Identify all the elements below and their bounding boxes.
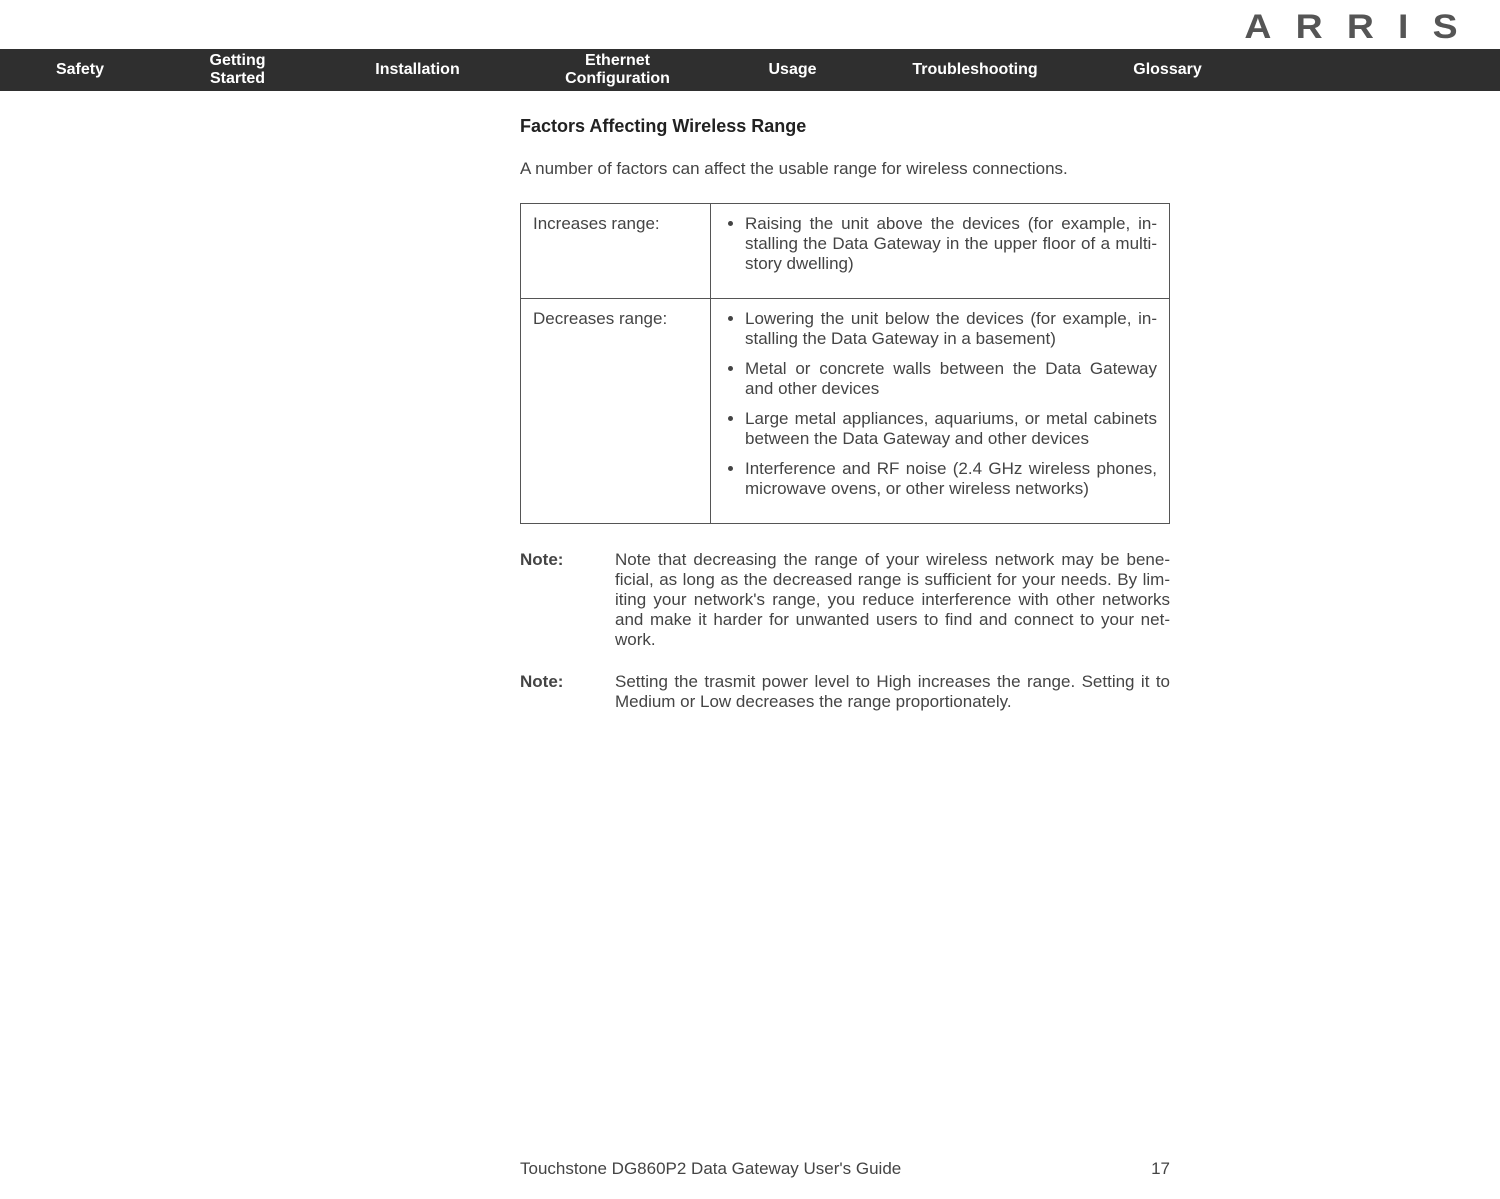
nav-line: Started xyxy=(160,70,315,88)
nav-ethernet-configuration[interactable]: Ethernet Configuration xyxy=(520,52,715,89)
row-label: Decreases range: xyxy=(521,299,711,524)
nav-installation[interactable]: Installation xyxy=(315,61,520,79)
nav-getting-started[interactable]: Getting Started xyxy=(160,52,315,89)
nav-line: Configuration xyxy=(520,70,715,88)
note-text: Note that decreasing the range of your w… xyxy=(615,550,1170,650)
nav-line: Usage xyxy=(715,61,870,79)
bullet-list: Raising the unit above the devices (for … xyxy=(723,214,1157,274)
nav-usage[interactable]: Usage xyxy=(715,61,870,79)
section-heading: Factors Affecting Wireless Range xyxy=(520,116,1170,137)
main-content: Factors Affecting Wireless Range A numbe… xyxy=(520,116,1170,734)
footer-title: Touchstone DG860P2 Data Gateway User's G… xyxy=(520,1159,901,1179)
note: Note: Setting the trasmit power level to… xyxy=(520,672,1170,712)
list-item: Raising the unit above the devices (for … xyxy=(745,214,1157,274)
note: Note: Note that decreasing the range of … xyxy=(520,550,1170,650)
nav-line: Getting xyxy=(160,52,315,70)
page-footer: Touchstone DG860P2 Data Gateway User's G… xyxy=(520,1159,1170,1179)
nav-line: Ethernet xyxy=(520,52,715,70)
list-item: Metal or concrete walls between the Data… xyxy=(745,359,1157,399)
nav-line: Glossary xyxy=(1080,61,1255,79)
nav-bar: Safety Getting Started Installation Ethe… xyxy=(0,49,1500,91)
table-row: Decreases range: Lowering the unit below… xyxy=(521,299,1170,524)
page-number: 17 xyxy=(1151,1159,1170,1179)
row-label: Increases range: xyxy=(521,204,711,299)
nav-troubleshooting[interactable]: Troubleshooting xyxy=(870,61,1080,79)
intro-text: A number of factors can affect the usabl… xyxy=(520,159,1170,179)
nav-line: Troubleshooting xyxy=(870,61,1080,79)
nav-glossary[interactable]: Glossary xyxy=(1080,61,1255,79)
page: ARRIS Safety Getting Started Installatio… xyxy=(0,0,1500,1199)
factors-table: Increases range: Raising the unit above … xyxy=(520,203,1170,524)
nav-line: Installation xyxy=(315,61,520,79)
notes-section: Note: Note that decreasing the range of … xyxy=(520,550,1170,712)
note-text: Setting the trasmit power level to High … xyxy=(615,672,1170,712)
list-item: Interference and RF noise (2.4 GHz wirel… xyxy=(745,459,1157,499)
note-label: Note: xyxy=(520,672,615,712)
row-items-cell: Lowering the unit below the devices (for… xyxy=(711,299,1170,524)
nav-safety[interactable]: Safety xyxy=(0,61,160,79)
list-item: Lowering the unit below the devices (for… xyxy=(745,309,1157,349)
row-items-cell: Raising the unit above the devices (for … xyxy=(711,204,1170,299)
nav-line: Safety xyxy=(0,61,160,79)
bullet-list: Lowering the unit below the devices (for… xyxy=(723,309,1157,499)
table-row: Increases range: Raising the unit above … xyxy=(521,204,1170,299)
list-item: Large metal appliances, aquariums, or me… xyxy=(745,409,1157,449)
brand-logo: ARRIS xyxy=(1245,8,1482,47)
note-label: Note: xyxy=(520,550,615,650)
